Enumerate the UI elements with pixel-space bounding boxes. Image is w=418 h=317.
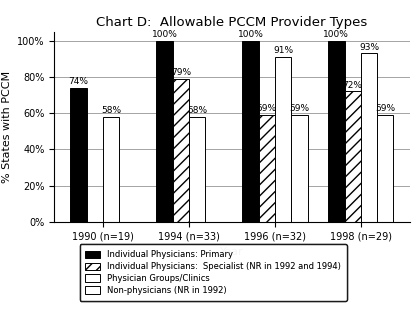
Text: 59%: 59% [257, 104, 277, 113]
Bar [377, 115, 393, 222]
Bar [259, 115, 275, 222]
Bar [156, 41, 173, 222]
Legend: Individual Physicians: Primary, Individual Physicians:  Specialist (NR in 1992 a: Individual Physicians: Primary, Individu… [79, 244, 347, 301]
Bar [328, 41, 344, 222]
Text: 74%: 74% [69, 77, 89, 86]
Text: 59%: 59% [375, 104, 395, 113]
Text: 100%: 100% [324, 30, 349, 39]
Text: 100%: 100% [237, 30, 263, 39]
Text: 59%: 59% [289, 104, 309, 113]
Text: 58%: 58% [187, 106, 207, 115]
Bar [344, 92, 361, 222]
Bar [291, 115, 308, 222]
Text: 79%: 79% [171, 68, 191, 77]
Bar [103, 117, 120, 222]
Y-axis label: % States with PCCM: % States with PCCM [2, 71, 12, 183]
Bar [173, 79, 189, 222]
Text: 58%: 58% [101, 106, 121, 115]
Text: 93%: 93% [359, 42, 379, 52]
Bar [71, 88, 87, 222]
Bar [242, 41, 259, 222]
Text: 100%: 100% [152, 30, 178, 39]
Bar [275, 57, 291, 222]
Bar [361, 54, 377, 222]
Text: 72%: 72% [343, 81, 363, 90]
Bar [189, 117, 205, 222]
X-axis label: Year: Year [220, 247, 244, 257]
Text: 91%: 91% [273, 46, 293, 55]
Title: Chart D:  Allowable PCCM Provider Types: Chart D: Allowable PCCM Provider Types [97, 16, 367, 29]
